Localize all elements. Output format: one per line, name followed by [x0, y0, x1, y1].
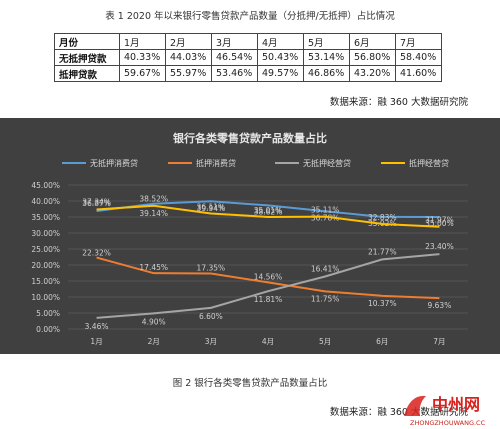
table-header-row: 月份 1月 2月 3月 4月 5月 6月 7月: [54, 33, 442, 50]
x-tick-label: 6月: [376, 337, 388, 346]
table-cell: 49.57%: [257, 65, 304, 82]
figure-caption: 图 2 银行各类零售贷款产品数量占比: [172, 378, 328, 389]
table-header-cell: 6月: [349, 33, 396, 50]
data-label: 32.83%: [368, 213, 397, 222]
table-header-cell: 2月: [165, 33, 212, 50]
data-label: 31.97%: [425, 216, 454, 225]
chart-title: 银行各类零售贷款产品数量占比: [173, 131, 327, 145]
x-tick-label: 5月: [319, 337, 331, 346]
legend-label: 无抵押经营贷: [303, 158, 351, 168]
data-label: 17.45%: [139, 263, 168, 272]
loan-product-table: 月份 1月 2月 3月 4月 5月 6月 7月 无抵押贷款 40.33% 44.…: [54, 33, 442, 82]
data-label: 16.41%: [311, 264, 340, 273]
table-cell: 53.14%: [303, 49, 350, 66]
svg-text:中州网: 中州网: [432, 395, 480, 414]
y-tick-label: 35.00%: [31, 213, 60, 222]
y-tick-label: 30.00%: [31, 229, 60, 238]
data-label: 11.75%: [311, 294, 340, 303]
y-tick-label: 45.00%: [31, 181, 60, 190]
table-cell: 41.60%: [395, 65, 442, 82]
data-label: 21.77%: [368, 247, 397, 256]
legend-label: 抵押消费贷: [196, 158, 236, 168]
y-tick-label: 40.00%: [31, 197, 60, 206]
table-cell: 40.33%: [119, 49, 166, 66]
table-header-cell: 4月: [257, 33, 304, 50]
y-tick-label: 20.00%: [31, 261, 60, 270]
data-label: 39.14%: [139, 209, 168, 218]
y-tick-label: 10.00%: [31, 293, 60, 302]
table-header-cell: 7月: [395, 33, 442, 50]
table-cell: 44.03%: [165, 49, 212, 66]
table-row: 抵押贷款 59.67% 55.97% 53.46% 49.57% 46.86% …: [54, 65, 442, 82]
svg-text:ZHONGZHOUWANG.CC: ZHONGZHOUWANG.CC: [410, 419, 486, 427]
data-label: 9.63%: [428, 301, 452, 310]
data-label: 11.81%: [254, 295, 283, 304]
table-cell: 46.86%: [303, 65, 350, 82]
table-header-cell: 1月: [119, 33, 166, 50]
table-cell: 53.46%: [211, 65, 258, 82]
data-label: 35.00%: [425, 219, 454, 228]
x-tick-label: 3月: [205, 337, 217, 346]
y-tick-label: 25.00%: [31, 245, 60, 254]
figure-source-note: 数据来源：融 360 大数据研究院: [329, 407, 468, 418]
data-label: 38.52%: [139, 195, 168, 204]
data-label: 36.11%: [197, 202, 226, 211]
site-logo-watermark: 中州网 ZHONGZHOUWANG.CC: [404, 395, 486, 427]
table-cell: 43.20%: [349, 65, 396, 82]
y-tick-label: 0.00%: [36, 325, 60, 334]
table-header-cell: 月份: [54, 33, 120, 50]
data-label: 3.46%: [85, 322, 109, 331]
table-source-note: 数据来源：融 360 大数据研究院: [329, 97, 468, 108]
table-caption: 表 1 2020 年以来银行零售贷款产品数量（分抵押/无抵押）占比情况: [105, 11, 395, 22]
data-label: 37.34%: [82, 198, 111, 207]
data-label: 39.94%: [197, 204, 226, 213]
table-cell: 55.97%: [165, 65, 212, 82]
series-line: [96, 204, 440, 228]
data-label: 35.11%: [311, 206, 340, 215]
legend-label: 无抵押消费贷: [90, 158, 138, 168]
series-line: [96, 253, 440, 319]
table-row-label: 抵押贷款: [54, 65, 120, 82]
x-tick-label: 1月: [90, 337, 102, 346]
legend-label: 抵押经营贷: [409, 158, 449, 168]
series-line: [96, 200, 440, 218]
data-label: 23.40%: [425, 242, 454, 251]
y-tick-label: 15.00%: [31, 277, 60, 286]
data-label: 36.87%: [82, 199, 111, 208]
table-row: 无抵押贷款 40.33% 44.03% 46.54% 50.43% 53.14%…: [54, 49, 442, 66]
table-cell: 59.67%: [119, 65, 166, 82]
table-header-cell: 3月: [211, 33, 258, 50]
y-tick-label: 5.00%: [36, 309, 60, 318]
table-cell: 56.80%: [349, 49, 396, 66]
data-label: 4.90%: [142, 317, 166, 326]
data-label: 17.35%: [197, 263, 226, 272]
table-cell: 50.43%: [257, 49, 304, 66]
series-line: [96, 256, 440, 300]
table-cell: 46.54%: [211, 49, 258, 66]
table-header-cell: 5月: [303, 33, 350, 50]
table-row-label: 无抵押贷款: [54, 49, 120, 66]
x-tick-label: 7月: [433, 337, 445, 346]
data-label: 14.56%: [254, 272, 283, 281]
table-cell: 58.40%: [395, 49, 442, 66]
line-chart: 银行各类零售贷款产品数量占比无抵押消费贷 抵押消费贷 无抵押经营贷 抵押经营贷 0.00…: [0, 118, 500, 354]
data-label: 36.78%: [311, 213, 340, 222]
data-label: 38.62%: [254, 207, 283, 216]
data-label: 22.32%: [82, 249, 111, 258]
x-tick-label: 2月: [148, 337, 160, 346]
x-tick-label: 4月: [262, 337, 274, 346]
data-label: 10.37%: [368, 299, 397, 308]
data-label: 35.01%: [254, 206, 283, 215]
data-label: 6.60%: [199, 312, 223, 321]
